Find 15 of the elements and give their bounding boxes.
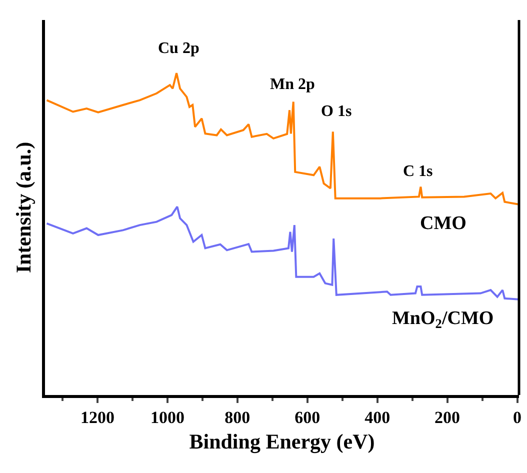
- x-tick-label: 1200: [80, 408, 114, 428]
- series-label: CMO: [420, 213, 466, 234]
- series-label: MnO$_{2}$/CMO: [392, 308, 494, 331]
- x-tick-label: 400: [364, 408, 390, 428]
- x-tick-label: 600: [294, 408, 320, 428]
- annotation: Mn 2p: [270, 76, 315, 93]
- annotation: C 1s: [403, 163, 433, 180]
- x-tick-label: 0: [513, 408, 522, 428]
- text: Cu 2p: [158, 40, 200, 57]
- x-tick-label: 200: [434, 408, 460, 428]
- x-tick-label: 800: [224, 408, 250, 428]
- x-axis-title: Binding Energy (eV): [189, 429, 375, 454]
- annotation: O 1s: [321, 103, 352, 120]
- y-axis-title: Intensity (a.u.): [11, 142, 36, 274]
- x-tick-label: 1000: [150, 408, 184, 428]
